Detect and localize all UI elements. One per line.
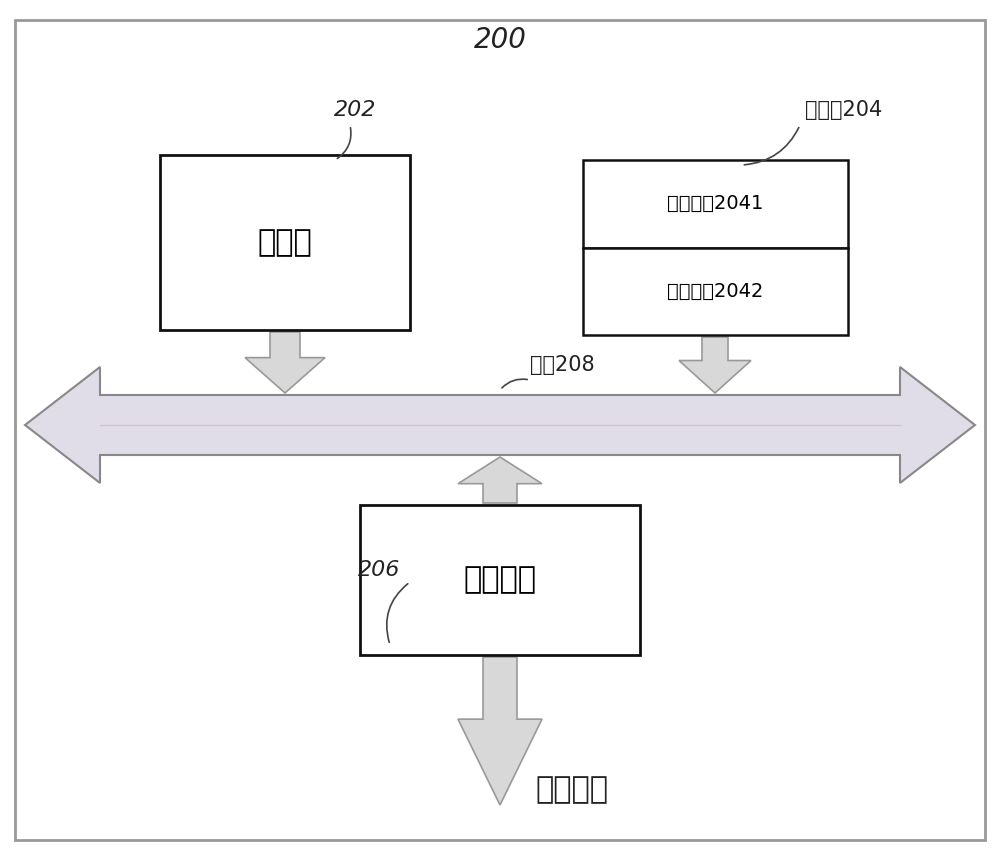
Text: 应用程序2042: 应用程序2042 [667,282,763,301]
Text: 200: 200 [474,26,526,54]
Text: 206: 206 [358,560,400,580]
FancyBboxPatch shape [15,20,985,840]
Polygon shape [25,367,975,483]
FancyBboxPatch shape [582,247,848,335]
FancyBboxPatch shape [160,155,410,330]
Text: 存储器204: 存储器204 [805,100,882,120]
Polygon shape [458,457,542,503]
Text: 其他设备: 其他设备 [535,775,608,805]
FancyBboxPatch shape [582,160,848,247]
FancyBboxPatch shape [360,505,640,655]
Polygon shape [679,337,751,393]
Text: 操作系统2041: 操作系统2041 [667,194,763,213]
Text: 总线208: 总线208 [530,355,595,375]
Text: 处理器: 处理器 [258,228,312,257]
Polygon shape [245,332,325,393]
Polygon shape [458,657,542,805]
Text: 202: 202 [334,100,376,120]
Text: 通信接口: 通信接口 [464,565,536,594]
